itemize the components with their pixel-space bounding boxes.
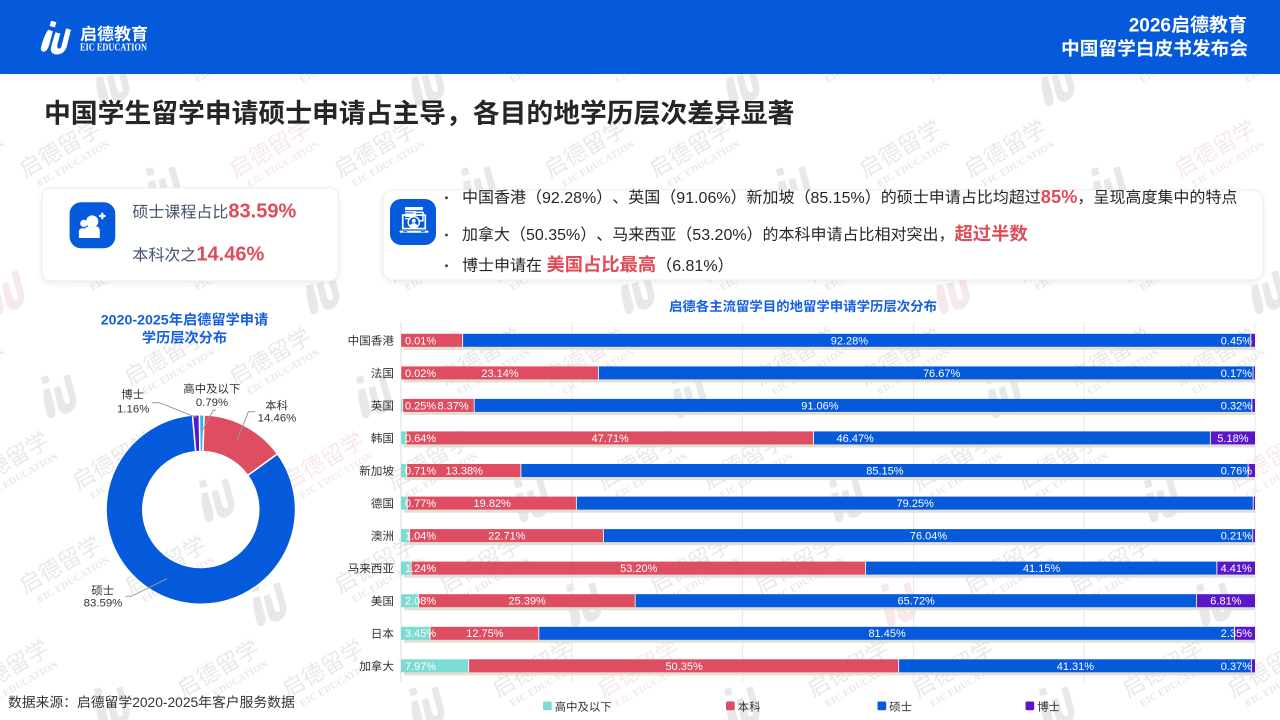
svg-text:EIC EDUCATION: EIC EDUCATION <box>80 43 148 54</box>
svg-text:50.35%: 50.35% <box>526 227 580 244</box>
svg-text:76.04%: 76.04% <box>910 531 948 543</box>
svg-text:85.15%: 85.15% <box>866 466 904 478</box>
svg-text:2.08%: 2.08% <box>405 596 436 608</box>
svg-text:0.37%: 0.37% <box>1221 661 1252 673</box>
svg-text:0.77%: 0.77% <box>405 498 436 510</box>
svg-text:22.71%: 22.71% <box>488 531 526 543</box>
svg-text:7.97%: 7.97% <box>405 661 436 673</box>
svg-text:81.45%: 81.45% <box>868 628 906 640</box>
svg-text:0.76%: 0.76% <box>1221 466 1252 478</box>
svg-text:85%: 85% <box>1041 186 1078 207</box>
svg-text:65.72%: 65.72% <box>898 596 936 608</box>
svg-text:0.02%: 0.02% <box>405 368 436 380</box>
svg-text:5.18%: 5.18% <box>1217 433 1248 445</box>
svg-text:41.15%: 41.15% <box>1023 563 1061 575</box>
svg-text:13.38%: 13.38% <box>446 466 484 478</box>
svg-text:2020-2025: 2020-2025 <box>132 695 198 710</box>
svg-text:1.24%: 1.24% <box>405 563 436 575</box>
svg-text:92.28%: 92.28% <box>542 190 596 207</box>
svg-text:1.16%: 1.16% <box>117 403 149 415</box>
svg-text:47.71%: 47.71% <box>592 433 630 445</box>
svg-text:2020-2025: 2020-2025 <box>101 313 169 329</box>
svg-text:85.15%: 85.15% <box>811 190 865 207</box>
svg-text:53.20%: 53.20% <box>620 563 658 575</box>
svg-text:23.14%: 23.14% <box>481 368 519 380</box>
svg-text:3.45%: 3.45% <box>405 628 436 640</box>
svg-text:2.35%: 2.35% <box>1221 628 1252 640</box>
svg-text:8.37%: 8.37% <box>438 400 469 412</box>
svg-text:76.67%: 76.67% <box>923 368 961 380</box>
svg-text:4.41%: 4.41% <box>1221 563 1252 575</box>
svg-text:46.47%: 46.47% <box>837 433 875 445</box>
svg-text:50.35%: 50.35% <box>665 661 703 673</box>
svg-text:91.06%: 91.06% <box>676 190 730 207</box>
svg-text:6.81%: 6.81% <box>672 258 717 275</box>
svg-text:0.32%: 0.32% <box>1221 400 1252 412</box>
svg-text:25.39%: 25.39% <box>509 596 547 608</box>
svg-text:83.59%: 83.59% <box>84 597 123 609</box>
svg-text:53.20%: 53.20% <box>692 227 746 244</box>
svg-text:0.17%: 0.17% <box>1221 368 1252 380</box>
svg-text:0.45%: 0.45% <box>1221 335 1252 347</box>
svg-text:0.21%: 0.21% <box>1221 531 1252 543</box>
svg-text:6.81%: 6.81% <box>1210 596 1241 608</box>
svg-text:14.46%: 14.46% <box>196 244 264 266</box>
svg-text:0.71%: 0.71% <box>405 466 436 478</box>
svg-text:0.25%: 0.25% <box>405 400 436 412</box>
svg-text:41.31%: 41.31% <box>1057 661 1095 673</box>
svg-text:12.75%: 12.75% <box>466 628 504 640</box>
svg-text:14.46%: 14.46% <box>258 413 297 425</box>
svg-text:1.04%: 1.04% <box>405 531 436 543</box>
svg-text:91.06%: 91.06% <box>801 400 839 412</box>
svg-text:2026: 2026 <box>1129 16 1171 37</box>
svg-text:0.79%: 0.79% <box>196 397 228 409</box>
svg-text:79.25%: 79.25% <box>897 498 935 510</box>
svg-text:19.82%: 19.82% <box>474 498 512 510</box>
svg-text:0.01%: 0.01% <box>405 335 436 347</box>
svg-text:92.28%: 92.28% <box>831 335 869 347</box>
svg-text:0.64%: 0.64% <box>405 433 436 445</box>
svg-text:83.59%: 83.59% <box>228 201 296 223</box>
